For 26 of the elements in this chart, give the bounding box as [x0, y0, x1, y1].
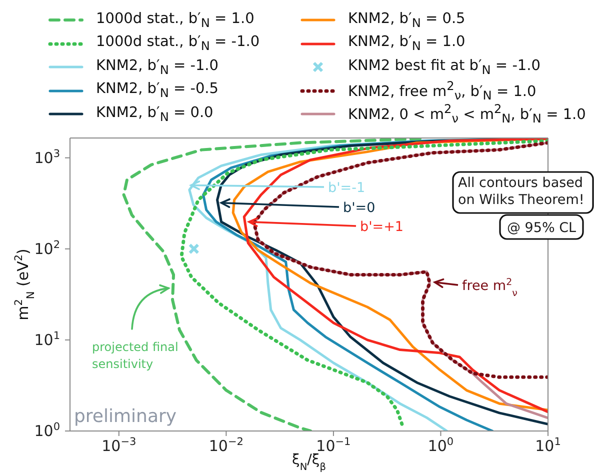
legend-label: KNM2, b′$_{N}$ = -0.5 [96, 81, 219, 100]
annotation: preliminary [74, 406, 177, 427]
legend-label: KNM2, b′$_{N}$ = 0.5 [348, 10, 466, 30]
y-tick-label: 10$^{1}$ [34, 330, 60, 349]
x-tick-label: 10$^{−2}$ [208, 436, 244, 455]
x-tick-label: 10$^{−3}$ [102, 436, 136, 455]
legend-label: KNM2, b′$_{N}$ = 1.0 [348, 34, 466, 53]
annotation: @ 95% CL [507, 220, 577, 236]
legend-label: KNM2, free m$^{2}$$_{ν}$, b′$_{N}$ = 1.0 [348, 78, 536, 102]
y-tick-label: 10$^{2}$ [34, 238, 60, 258]
annotation: projected final sensitivity [92, 340, 178, 371]
annotation: b'=0 [343, 200, 376, 216]
legend-label: KNM2, b′$_{N}$ = 0.0 [96, 104, 214, 124]
annotation: b'=-1 [328, 180, 366, 196]
legend-label: KNM2, b′$_{N}$ = -1.0 [96, 58, 219, 76]
x-tick-label: 10$^{1}$ [535, 436, 561, 455]
legend-label: KNM2 best fit at b′$_{N}$ = -1.0 [348, 58, 540, 76]
x-axis-title: ξ$_{N}$/ξ$_{β}$ [292, 452, 326, 472]
y-tick-label: 10$^{0}$ [34, 421, 60, 440]
y-tick-label: 10$^{3}$ [34, 148, 60, 167]
legend-label: 1000d stat., b′$_{N}$ = -1.0 [96, 34, 260, 53]
x-tick-label: 10$^{0}$ [428, 436, 454, 455]
annotation: All contours based on Wilks Theorem! [458, 175, 584, 208]
annotation: b'=+1 [360, 219, 404, 235]
text: KNM2, 0 < m$^{2}$$_{ν}$ < m$^{2}$$_{N}$, b′$_{N}$ = 1.0 [348, 102, 586, 126]
legend-label: 1000d stat., b′$_{N}$ = 1.0 [96, 10, 254, 30]
